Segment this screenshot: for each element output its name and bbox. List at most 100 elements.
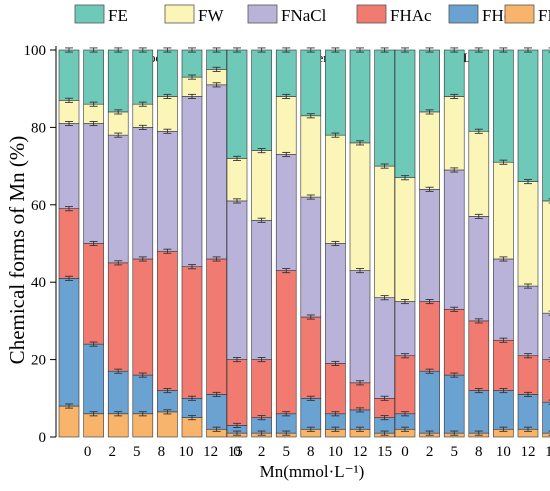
bar-segment-fw xyxy=(275,96,297,155)
x-tick-label: 0 xyxy=(84,444,92,460)
legend-swatch-fw xyxy=(164,4,195,24)
bar-segment-fhac xyxy=(394,355,416,415)
bar-segment-fr xyxy=(58,405,80,438)
bar-segment-fhac xyxy=(468,320,490,391)
bar-segment-fhac xyxy=(517,355,539,395)
bar-segment-fw xyxy=(468,130,490,217)
plot-area: RootStemLeaf xyxy=(58,47,550,438)
bar-segment-fe xyxy=(132,49,154,105)
bar-segment-fe xyxy=(493,49,514,163)
bar-segment-fe xyxy=(325,49,346,136)
bar-segment-fnacl xyxy=(493,258,514,341)
bar-segment-fnacl xyxy=(349,270,371,384)
y-tick-label: 0 xyxy=(39,430,47,446)
bar-segment-fnacl xyxy=(468,216,490,322)
bar-segment-fhcl xyxy=(517,394,539,430)
bar-segment-fe xyxy=(349,49,371,144)
bar-segment-fhcl xyxy=(443,374,465,434)
x-tick-label: 5 xyxy=(133,444,141,460)
bar-segment-fhcl xyxy=(275,413,297,434)
x-tick-label: 2 xyxy=(426,444,434,460)
x-tick-label: 0 xyxy=(401,444,409,460)
bar-group-leaf: Leaf xyxy=(394,47,550,438)
bar-segment-fhac xyxy=(132,258,154,376)
bar-segment-fhcl xyxy=(493,390,514,430)
bar-segment-fw xyxy=(349,142,371,271)
bar-segment-fhcl xyxy=(132,374,154,415)
x-tick-label: 8 xyxy=(475,444,483,460)
bar-segment-fe xyxy=(419,49,440,113)
bar-segment-fnacl xyxy=(206,84,227,260)
bar-segment-fe xyxy=(226,49,248,159)
bar-segment-fhac xyxy=(226,359,248,426)
bar-segment-fnacl xyxy=(58,123,80,209)
bar-segment-fnacl xyxy=(394,301,416,357)
bar-segment-fhcl xyxy=(468,390,490,434)
legend-swatch-fnacl xyxy=(247,4,278,24)
bar-segment-fnacl xyxy=(374,297,395,399)
bar-segment-fw xyxy=(157,96,178,132)
bar-segment-fw xyxy=(394,177,416,302)
bar-segment-fnacl xyxy=(517,285,539,357)
bar-segment-fhac xyxy=(181,266,203,399)
bar-segment-fr xyxy=(107,413,129,438)
bar-segment-fhcl xyxy=(157,390,178,413)
bar-segment-fnacl xyxy=(419,189,440,302)
x-tick-label: 12 xyxy=(353,444,368,460)
bar-segment-fhac xyxy=(83,243,104,345)
x-tick-label: 5 xyxy=(450,444,458,460)
y-tick-label: 60 xyxy=(31,198,46,214)
bar-segment-fw xyxy=(83,103,104,124)
bar-segment-fw xyxy=(517,181,539,287)
x-tick-label: 8 xyxy=(158,444,166,460)
bar-segment-fnacl xyxy=(132,127,154,260)
bar-segment-fhcl xyxy=(181,397,203,418)
bar-segment-fw xyxy=(443,96,465,171)
legend-swatch-fhac xyxy=(356,4,387,24)
bar-segment-fhac xyxy=(374,397,395,418)
bar-segment-fr xyxy=(83,413,104,438)
bar-segment-fhac xyxy=(251,359,272,418)
bar-segment-fw xyxy=(132,103,154,128)
bar-segment-fhac xyxy=(107,262,129,372)
bar-segment-fe xyxy=(83,49,104,105)
bar-segment-fw xyxy=(181,76,203,97)
bar-group-stem: Stem xyxy=(226,47,395,438)
bar-segment-fw xyxy=(251,150,272,221)
legend-label-fw: FW xyxy=(198,6,224,25)
bar-segment-fnacl xyxy=(226,200,248,360)
bar-segment-fnacl xyxy=(542,312,550,360)
bar-segment-fe xyxy=(251,49,272,151)
bar-segment-fnacl xyxy=(443,169,465,310)
bar-segment-fr xyxy=(157,411,178,438)
legend-label-fhac: FHAc xyxy=(390,6,432,25)
x-axis-label: Mn(mmol·L⁻¹) xyxy=(260,462,365,481)
bar-segment-fe xyxy=(443,49,465,97)
bar-segment-fhac xyxy=(325,363,346,415)
bar-segment-fe xyxy=(157,49,178,97)
bar-segment-fw xyxy=(226,158,248,202)
bar-segment-fhac xyxy=(542,359,550,403)
bar-segment-fhcl xyxy=(300,397,322,430)
y-tick-label: 20 xyxy=(31,353,46,369)
bar-segment-fe xyxy=(107,49,129,113)
x-tick-label: 5 xyxy=(282,444,290,460)
x-tick-label: 10 xyxy=(496,444,511,460)
bar-segment-fw xyxy=(542,200,550,314)
bar-segment-fw xyxy=(493,161,514,260)
y-tick-label: 100 xyxy=(24,43,47,59)
bar-segment-fhac xyxy=(443,308,465,376)
bar-segment-fw xyxy=(419,111,440,190)
bar-segment-fhac xyxy=(419,301,440,372)
bar-segment-fhcl xyxy=(419,370,440,434)
bar-segment-fnacl xyxy=(157,130,178,252)
bar-segment-fw xyxy=(107,111,129,136)
bar-segment-fnacl xyxy=(83,123,104,244)
bar-segment-fe xyxy=(468,49,490,132)
bar-segment-fhac xyxy=(275,270,297,415)
bar-segment-fw xyxy=(300,115,322,198)
bar-segment-fe xyxy=(517,49,539,182)
bar-segment-fhac xyxy=(58,208,80,279)
bar-segment-fw xyxy=(325,134,346,244)
